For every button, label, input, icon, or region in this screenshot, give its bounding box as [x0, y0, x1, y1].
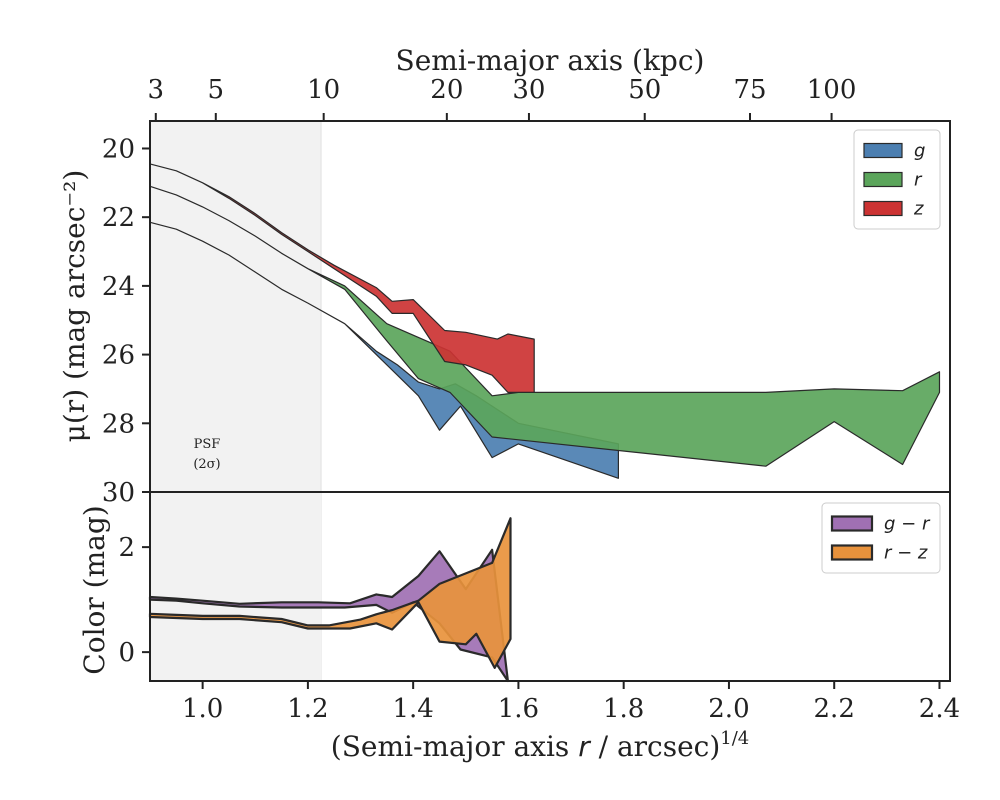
band-bot-series-1 [148, 517, 512, 670]
bottom-y-axis-label: Color (mag) [78, 505, 111, 674]
bottom-panel: 02 1.0 1.2 1.4 1.6 1.8 2.0 2.2 2.4 Color (mag) … [78, 491, 960, 763]
kpc-tick-label: 5 [208, 75, 225, 105]
bottom-series-group [148, 517, 512, 683]
legend-label: z [913, 199, 924, 220]
kpc-tick-label: 100 [807, 75, 857, 105]
psf-label-line1: PSF [194, 437, 221, 452]
legend-swatch [863, 171, 903, 188]
top-ytick-label: 28 [102, 409, 135, 439]
top-kpc-ticks: 3 5 10 20 30 50 75 100 [148, 75, 857, 121]
bottom-x-axis-label: (Semi-major axis r / arcsec)1/4 [331, 728, 749, 763]
band-bot-series-0 [148, 548, 509, 683]
bottom-xtick-label: 2.2 [814, 694, 855, 724]
band-top-series-2 [149, 163, 535, 393]
bottom-ytick-label: 2 [118, 533, 135, 563]
top-ytick-label: 30 [102, 478, 135, 508]
kpc-tick-label: 75 [733, 75, 766, 105]
legend-swatch [863, 142, 903, 159]
kpc-tick-label: 3 [148, 75, 165, 105]
top-ytick-label: 24 [102, 272, 135, 302]
bottom-xtick-label: 2.4 [919, 694, 960, 724]
legend-label: g [914, 141, 925, 162]
legend-swatch [830, 515, 874, 532]
psf-label-line2: (2σ) [193, 457, 220, 472]
bottom-ytick-label: 0 [118, 638, 135, 668]
legend-label: r − z [884, 543, 928, 564]
bottom-legend: g − r r − z [821, 502, 941, 574]
bottom-axes-frame [149, 491, 951, 682]
top-y-axis-label: μ(r) (mag arcsec⁻²) [58, 170, 91, 443]
kpc-tick-label: 10 [307, 75, 340, 105]
xlabel-sup: 1/4 [720, 728, 749, 749]
band-top-series-1 [149, 185, 941, 467]
legend-label: r [914, 170, 923, 191]
top-x-axis-label: Semi-major axis (kpc) [396, 44, 705, 77]
xlabel-var: r [578, 730, 591, 763]
bottom-xtick-label: 2.0 [708, 694, 749, 724]
legend-swatch [830, 544, 874, 561]
bottom-xtick-label: 1.2 [287, 694, 328, 724]
legend-label: g − r [884, 514, 931, 535]
top-y-ticks: 20 22 24 26 28 30 [102, 134, 150, 508]
bottom-xtick-label: 1.6 [498, 694, 539, 724]
kpc-tick-label: 50 [628, 75, 661, 105]
legend-swatch [863, 200, 903, 217]
xlabel-main: (Semi-major axis [331, 730, 578, 763]
top-legend: grz [853, 129, 941, 230]
top-ytick-label: 22 [102, 203, 135, 233]
bottom-y-ticks: 02 [118, 533, 150, 668]
top-ytick-label: 26 [102, 341, 135, 371]
psf-shading-bottom [150, 492, 322, 681]
kpc-tick-label: 20 [430, 75, 463, 105]
xlabel-rest: / arcsec) [590, 730, 721, 763]
top-series-group [149, 121, 941, 681]
psf-shading [150, 121, 322, 492]
top-ytick-label: 20 [102, 134, 135, 164]
kpc-tick-label: 30 [512, 75, 545, 105]
bottom-x-ticks: 1.0 1.2 1.4 1.6 1.8 2.0 2.2 2.4 [182, 681, 960, 724]
bottom-xtick-label: 1.8 [603, 694, 644, 724]
bottom-xtick-label: 1.0 [182, 694, 223, 724]
bottom-xtick-label: 1.4 [392, 694, 433, 724]
